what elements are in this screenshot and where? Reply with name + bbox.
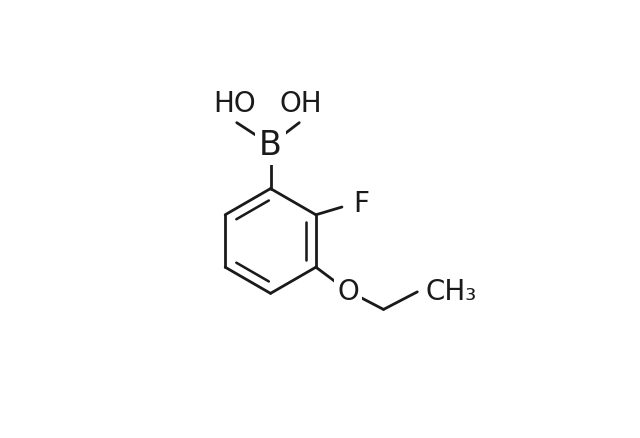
Text: O: O [337,277,359,305]
Text: CH₃: CH₃ [425,277,476,305]
Text: F: F [353,190,369,217]
Text: B: B [259,129,282,162]
Text: HO: HO [214,89,257,117]
Text: OH: OH [280,89,323,117]
